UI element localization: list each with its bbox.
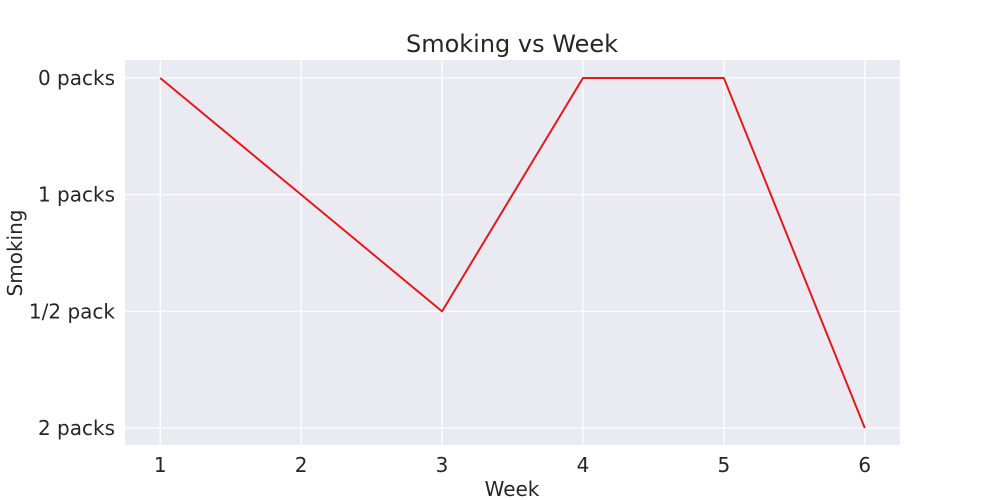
- y-tick-label: 1 packs: [38, 183, 115, 207]
- y-tick-label: 1/2 pack: [29, 299, 115, 323]
- chart-title: Smoking vs Week: [406, 30, 618, 58]
- x-axis-label: Week: [485, 477, 540, 500]
- x-tick-labels: 1 2 3 4 5 6: [154, 453, 871, 477]
- series-layer: [159, 77, 866, 429]
- plot-area: [125, 60, 900, 445]
- y-axis-label: Smoking: [3, 210, 27, 297]
- x-tick-label: 6: [858, 453, 871, 477]
- grid-lines: [125, 60, 900, 445]
- y-tick-label: 2 packs: [38, 416, 115, 440]
- series-line: [159, 77, 866, 429]
- x-tick-label: 2: [295, 453, 308, 477]
- x-tick-label: 4: [577, 453, 590, 477]
- y-tick-label: 0 packs: [38, 66, 115, 90]
- y-tick-labels: 0 packs 1 packs 1/2 pack 2 packs: [29, 66, 115, 440]
- x-tick-label: 1: [154, 453, 167, 477]
- x-tick-label: 5: [717, 453, 730, 477]
- x-tick-label: 3: [436, 453, 449, 477]
